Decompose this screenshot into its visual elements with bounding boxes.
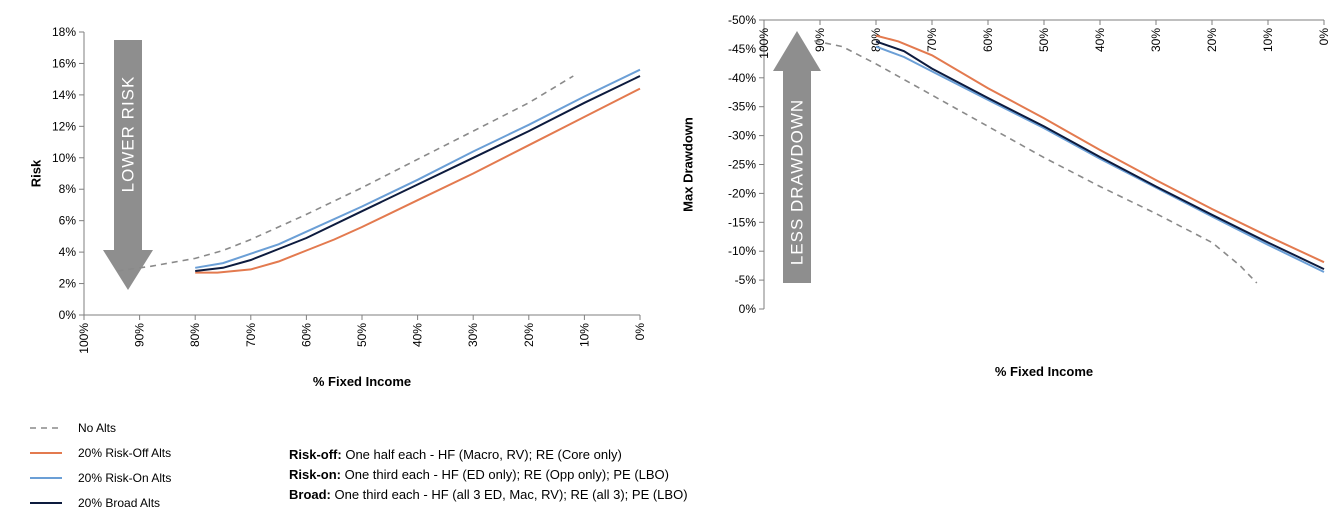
x-axis-title-risk: % Fixed Income	[313, 374, 411, 389]
arrow-risk: LOWER RISK	[103, 40, 153, 290]
y-tick-label-dd: -45%	[728, 42, 756, 56]
y-tick-label-risk: 4%	[59, 245, 77, 259]
legend-swatch-broad	[30, 498, 62, 508]
x-tick-label-risk: 100%	[77, 323, 91, 354]
legend-swatch-risk-off	[30, 448, 62, 458]
note-text-risk-on: One third each - HF (ED only); RE (Opp o…	[341, 467, 669, 482]
legend-swatch-risk-on	[30, 473, 62, 483]
max-drawdown-chart: LESS DRAWDOWN 0% -5% -10% -15% -20% -25% -30% -3…	[681, 13, 1332, 379]
y-tick-label-risk: 6%	[59, 214, 77, 228]
series-line-broad	[875, 40, 1325, 271]
x-tick-label-risk: 90%	[133, 323, 147, 347]
x-tick-label-dd: 0%	[1317, 28, 1331, 46]
x-tick-label-risk: 60%	[299, 323, 313, 347]
x-tick-label-dd: 10%	[1261, 28, 1275, 52]
note-risk-on: Risk-on: One third each - HF (ED only); …	[289, 465, 688, 485]
note-risk-off: Risk-off: One half each - HF (Macro, RV)…	[289, 445, 688, 465]
y-tick-label-dd: -30%	[728, 129, 756, 143]
x-tick-label-dd: 40%	[1093, 28, 1107, 52]
x-tick-label-risk: 70%	[244, 323, 258, 347]
legend: No Alts 20% Risk-Off Alts 20% Risk-On Al…	[30, 415, 171, 515]
y-tick-label-risk: 16%	[52, 56, 76, 70]
y-tick-label-dd: -5%	[735, 273, 757, 287]
series-line-no_alts	[814, 40, 1258, 284]
y-axis-title-risk: Risk	[29, 159, 44, 187]
x-tick-label-dd: 20%	[1205, 28, 1219, 52]
y-tick-label-risk: 12%	[52, 119, 76, 133]
note-term-broad: Broad:	[289, 487, 331, 502]
legend-swatch-no-alts	[30, 423, 62, 433]
x-tick-label-risk: 40%	[411, 323, 425, 347]
note-broad: Broad: One third each - HF (all 3 ED, Ma…	[289, 485, 688, 505]
x-tick-label-dd: 90%	[813, 28, 827, 52]
x-tick-label-risk: 80%	[188, 323, 202, 347]
note-text-broad: One third each - HF (all 3 ED, Mac, RV);…	[330, 487, 688, 502]
series-line-risk_off	[195, 87, 641, 274]
legend-item-risk-off: 20% Risk-Off Alts	[30, 440, 171, 465]
y-tick-label-dd: 0%	[739, 302, 757, 316]
arrow-shape-dd	[773, 31, 821, 283]
note-term-risk-off: Risk-off:	[289, 447, 342, 462]
x-tick-label-dd: 70%	[925, 28, 939, 52]
y-tick-label-risk: 18%	[52, 25, 76, 39]
arrow-label-risk: LOWER RISK	[119, 76, 138, 193]
y-tick-label-risk: 8%	[59, 182, 77, 196]
y-axis-title-dd: Max Drawdown	[681, 117, 696, 212]
series-line-risk_off	[875, 34, 1325, 264]
y-tick-label-risk: 0%	[59, 308, 77, 322]
allocation-notes: Risk-off: One half each - HF (Macro, RV)…	[289, 445, 688, 505]
x-tick-label-risk: 0%	[633, 323, 647, 341]
y-tick-label-dd: -25%	[728, 158, 756, 172]
note-text-risk-off: One half each - HF (Macro, RV); RE (Core…	[341, 447, 622, 462]
legend-label-risk-off: 20% Risk-Off Alts	[78, 445, 172, 460]
legend-label-risk-on: 20% Risk-On Alts	[78, 470, 172, 485]
arrow-label-dd: LESS DRAWDOWN	[788, 99, 807, 265]
series-line-risk_on	[195, 68, 641, 269]
y-tick-label-dd: -35%	[728, 100, 756, 114]
y-tick-label-risk: 10%	[52, 151, 76, 165]
x-tick-label-risk: 20%	[522, 323, 536, 347]
y-tick-label-risk: 2%	[59, 277, 77, 291]
arrow-shape-risk	[103, 40, 153, 290]
x-tick-label-risk: 50%	[355, 323, 369, 347]
y-tick-label-dd: -15%	[728, 215, 756, 229]
legend-label-no-alts: No Alts	[78, 420, 117, 435]
legend-item-no-alts: No Alts	[30, 415, 171, 440]
x-tick-label-dd: 60%	[981, 28, 995, 52]
x-tick-label-dd: 30%	[1149, 28, 1163, 52]
risk-chart: LOWER RISK 0% 2% 4% 6% 8% 10% 12% 14% 16% 18% 100% 9…	[29, 25, 648, 389]
x-axis-title-dd: % Fixed Income	[995, 364, 1093, 379]
x-tick-label-dd: 80%	[869, 28, 883, 52]
y-tick-label-dd: -20%	[728, 186, 756, 200]
y-tick-label-dd: -10%	[728, 244, 756, 258]
legend-item-risk-on: 20% Risk-On Alts	[30, 465, 171, 490]
legend-label-broad: 20% Broad Alts	[78, 495, 161, 510]
y-tick-label-dd: -40%	[728, 71, 756, 85]
series-line-risk_on	[875, 45, 1325, 273]
x-tick-label-risk: 10%	[577, 323, 591, 347]
y-tick-label-risk: 14%	[52, 88, 76, 102]
arrow-dd: LESS DRAWDOWN	[773, 31, 821, 283]
x-tick-label-risk: 30%	[466, 323, 480, 347]
series-line-broad	[195, 75, 641, 272]
x-tick-label-dd: 100%	[757, 28, 771, 59]
legend-item-broad: 20% Broad Alts	[30, 490, 171, 515]
x-tick-label-dd: 50%	[1037, 28, 1051, 52]
series-line-no_alts	[117, 75, 574, 272]
note-term-risk-on: Risk-on:	[289, 467, 341, 482]
y-tick-label-dd: -50%	[728, 13, 756, 27]
